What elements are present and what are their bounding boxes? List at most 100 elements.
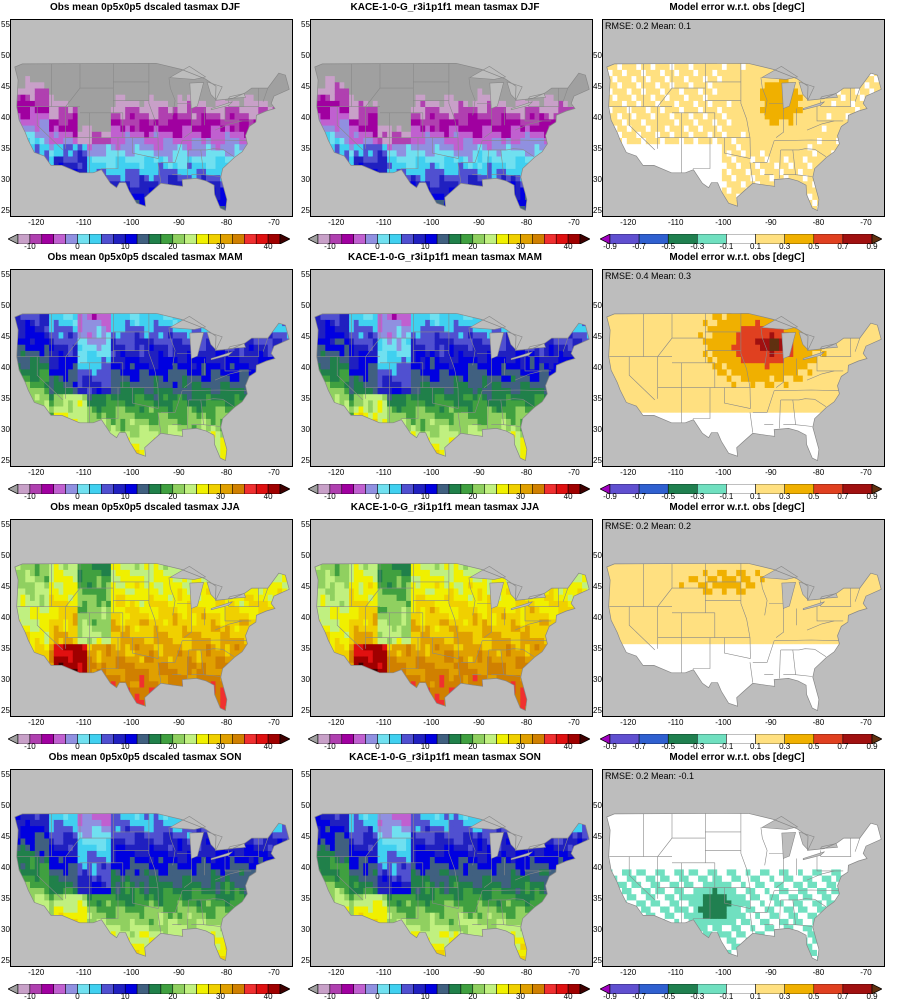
lon-tick-label: -110 <box>71 218 97 227</box>
map-frame <box>310 769 593 967</box>
lon-tick-label: -100 <box>118 468 144 477</box>
lon-tick-label: -100 <box>710 718 736 727</box>
lat-tick-label: 45 <box>301 82 313 91</box>
lon-tick-label: -110 <box>71 718 97 727</box>
lat-tick-label: 25 <box>301 956 313 965</box>
rmse-mean-stats: RMSE: 0.2 Mean: -0.1 <box>605 771 694 781</box>
lon-tick-label: -70 <box>561 468 587 477</box>
lon-tick-label: -120 <box>23 468 49 477</box>
lon-tick-label: -120 <box>23 718 49 727</box>
lon-tick-label: -70 <box>261 218 287 227</box>
lat-tick-label: 45 <box>1 582 13 591</box>
lat-tick-label: 25 <box>593 206 605 215</box>
lat-tick-label: 35 <box>593 394 605 403</box>
lat-tick-label: 55 <box>301 270 313 279</box>
lat-tick-label: 55 <box>301 520 313 529</box>
panel-error-son: Model error w.r.t. obs [degC] RMSE: 0.2 M… <box>592 750 882 1000</box>
lon-tick-label: -100 <box>118 968 144 977</box>
lat-tick-label: 30 <box>593 175 605 184</box>
lon-tick-label: -70 <box>853 968 879 977</box>
lat-tick-label: 55 <box>1 20 13 29</box>
lat-tick-label: 30 <box>301 175 313 184</box>
lat-tick-label: 45 <box>593 332 605 341</box>
colorbar <box>600 981 882 991</box>
lat-tick-label: 55 <box>301 20 313 29</box>
map-frame <box>10 19 293 217</box>
lat-tick-label: 50 <box>301 551 313 560</box>
lon-tick-label: -110 <box>371 468 397 477</box>
lon-tick-label: -120 <box>23 218 49 227</box>
lon-tick-label: -80 <box>213 468 239 477</box>
lat-tick-label: 40 <box>1 863 13 872</box>
panel-title: Model error w.r.t. obs [degC] <box>592 752 882 763</box>
lon-tick-label: -120 <box>323 468 349 477</box>
map-frame <box>10 769 293 967</box>
map-frame: RMSE: 0.2 Mean: -0.1 <box>602 769 885 967</box>
lon-tick-label: -80 <box>213 968 239 977</box>
temperature-map <box>311 270 593 467</box>
colorbar <box>8 231 290 241</box>
temperature-colorbar <box>308 984 590 994</box>
lon-tick-label: -80 <box>513 968 539 977</box>
lat-tick-label: 50 <box>1 801 13 810</box>
temperature-colorbar <box>308 234 590 244</box>
lon-tick-label: -70 <box>561 718 587 727</box>
error-map <box>603 520 885 717</box>
lon-tick-label: -120 <box>23 968 49 977</box>
temperature-colorbar <box>8 984 290 994</box>
lat-tick-label: 50 <box>593 801 605 810</box>
map-frame <box>10 269 293 467</box>
temperature-map <box>311 520 593 717</box>
temperature-map <box>11 20 293 217</box>
lat-tick-label: 25 <box>301 206 313 215</box>
error-map <box>603 20 885 217</box>
lon-tick-label: -110 <box>663 468 689 477</box>
lat-tick-label: 35 <box>593 644 605 653</box>
lat-tick-label: 25 <box>301 706 313 715</box>
colorbar <box>308 231 590 241</box>
lon-tick-label: -120 <box>615 718 641 727</box>
lat-tick-label: 50 <box>301 801 313 810</box>
lon-tick-label: -90 <box>466 468 492 477</box>
lat-tick-label: 55 <box>1 770 13 779</box>
lat-tick-label: 50 <box>1 551 13 560</box>
panel-title: Model error w.r.t. obs [degC] <box>592 252 882 263</box>
lat-tick-label: 40 <box>301 613 313 622</box>
lat-tick-label: 35 <box>301 894 313 903</box>
lat-tick-label: 55 <box>1 520 13 529</box>
lat-tick-label: 30 <box>301 925 313 934</box>
lon-tick-label: -70 <box>261 968 287 977</box>
panel-title: Obs mean 0p5x0p5 dscaled tasmax SON <box>0 752 290 763</box>
lon-tick-label: -120 <box>323 218 349 227</box>
error-map <box>603 270 885 467</box>
panel-title: Obs mean 0p5x0p5 dscaled tasmax JJA <box>0 502 290 513</box>
panel-obs-son: Obs mean 0p5x0p5 dscaled tasmax SON 55 50 4… <box>0 750 290 1000</box>
lat-tick-label: 35 <box>301 644 313 653</box>
lon-tick-label: -70 <box>853 468 879 477</box>
lat-tick-label: 35 <box>593 144 605 153</box>
lon-tick-label: -90 <box>758 718 784 727</box>
colorbar <box>8 481 290 491</box>
lon-tick-label: -120 <box>323 718 349 727</box>
temperature-map <box>311 770 593 967</box>
lon-tick-label: -110 <box>663 218 689 227</box>
colorbar <box>308 481 590 491</box>
lat-tick-label: 45 <box>301 332 313 341</box>
lon-tick-label: -80 <box>513 718 539 727</box>
map-frame <box>310 19 593 217</box>
error-map <box>603 770 885 967</box>
temperature-map <box>11 520 293 717</box>
lon-tick-label: -120 <box>615 218 641 227</box>
lat-tick-label: 25 <box>593 956 605 965</box>
colorbar <box>600 231 882 241</box>
lon-tick-label: -100 <box>118 718 144 727</box>
panel-error-mam: Model error w.r.t. obs [degC] RMSE: 0.4 M… <box>592 250 882 500</box>
lat-tick-label: 50 <box>301 301 313 310</box>
map-frame <box>310 519 593 717</box>
lon-tick-label: -120 <box>615 968 641 977</box>
lon-tick-label: -100 <box>418 718 444 727</box>
map-frame: RMSE: 0.4 Mean: 0.3 <box>602 269 885 467</box>
